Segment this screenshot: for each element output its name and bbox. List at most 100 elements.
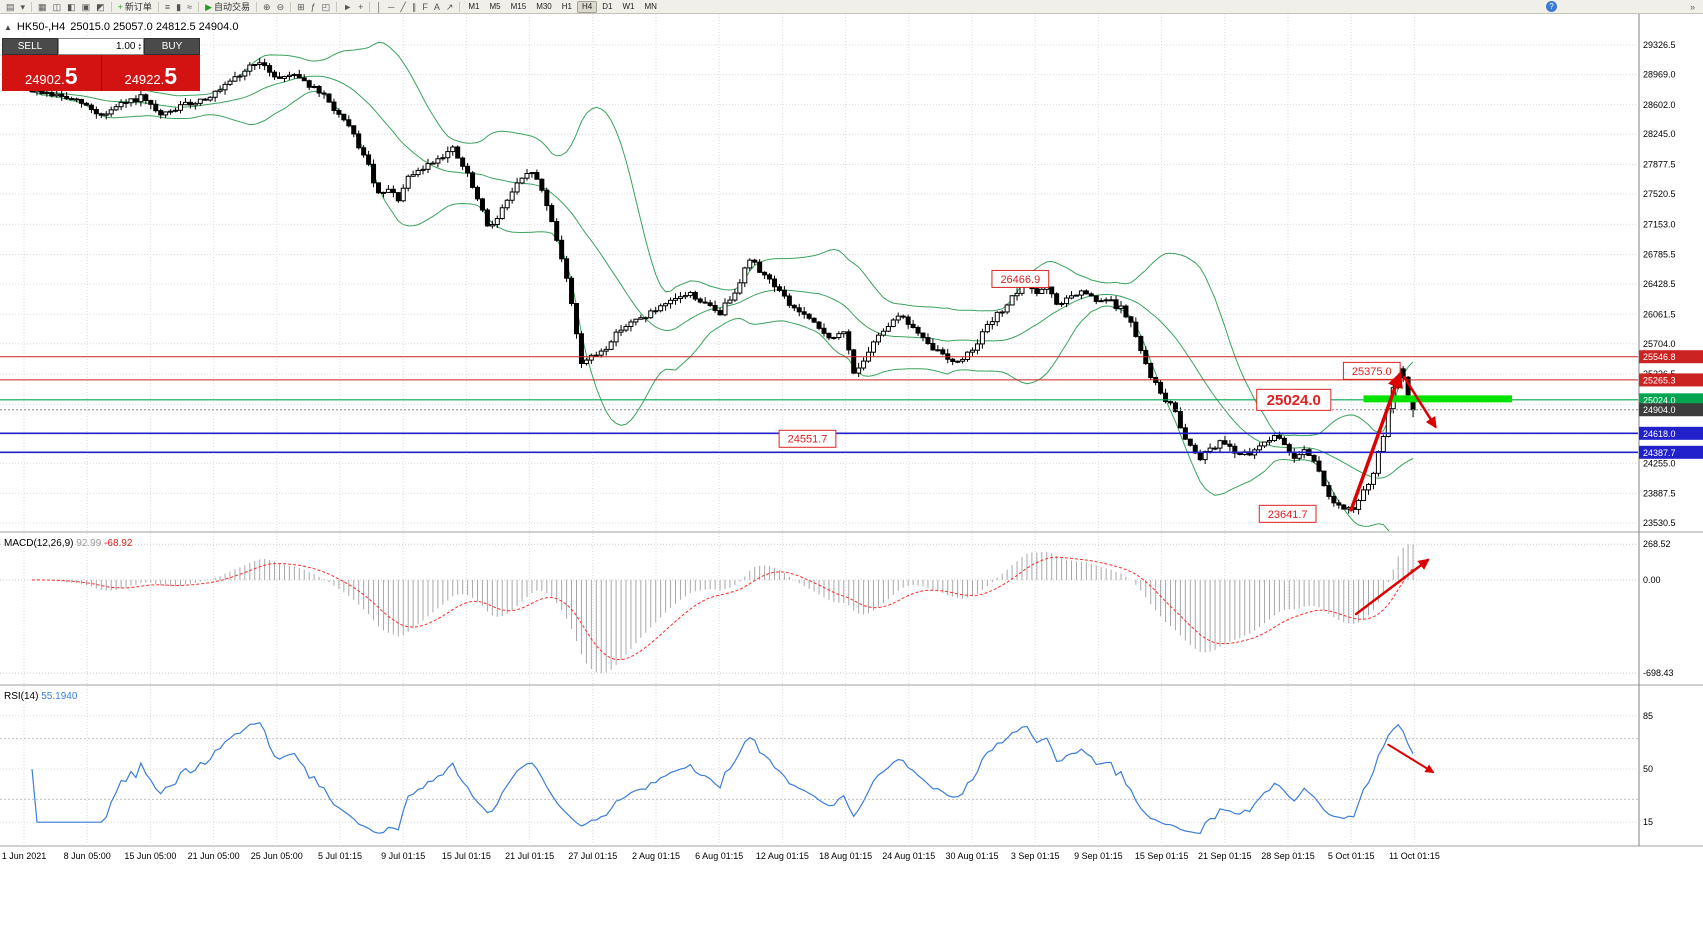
autotrading-button[interactable]: ▶ 自动交易 bbox=[202, 1, 253, 13]
trend-arrow[interactable] bbox=[1354, 558, 1430, 616]
candle-body bbox=[217, 89, 223, 92]
data-window-icon[interactable]: ◫ bbox=[50, 1, 65, 13]
trend-arrow[interactable] bbox=[1402, 375, 1437, 429]
candle-body bbox=[1202, 450, 1208, 461]
candle-body bbox=[1078, 290, 1084, 296]
candle-body bbox=[321, 92, 327, 95]
candle-body bbox=[168, 110, 174, 113]
price-tag[interactable]: 24387.7 bbox=[1639, 445, 1703, 459]
candle-body bbox=[415, 169, 421, 176]
timeframe-mn[interactable]: MN bbox=[644, 1, 657, 11]
time-label: 11 Oct 01:15 bbox=[1389, 851, 1440, 861]
fibonacci-icon[interactable]: F bbox=[419, 1, 431, 13]
price-scale[interactable] bbox=[1639, 14, 1703, 845]
timeframe-d1[interactable]: D1 bbox=[602, 1, 613, 11]
candle-body bbox=[588, 354, 594, 361]
crosshair-icon[interactable]: + bbox=[355, 1, 366, 13]
help-icon[interactable]: ? bbox=[1545, 1, 1557, 12]
price-tag[interactable]: 24618.0 bbox=[1639, 426, 1703, 440]
channel-icon[interactable]: ∥ bbox=[409, 1, 420, 13]
sell-price[interactable]: 24902. 5 bbox=[2, 55, 101, 91]
price-callout[interactable]: 24551.7 bbox=[778, 429, 837, 448]
horizontal-line-icon[interactable]: ─ bbox=[385, 1, 397, 13]
main-panel[interactable]: 26466.9 25375.0 25024.0 24551.7 23641.7 bbox=[0, 41, 1638, 555]
price-tick-label: 28969.0 bbox=[1643, 69, 1676, 79]
arrow-object-icon[interactable]: ↗ bbox=[443, 1, 457, 13]
spinner-down-icon[interactable]: ▾ bbox=[138, 45, 141, 52]
objects-list-icon[interactable]: ◰ bbox=[319, 1, 334, 13]
volume-spinner[interactable]: ▴ ▾ bbox=[138, 41, 141, 52]
toolbar-overflow-icon[interactable]: » bbox=[1689, 1, 1695, 12]
cursor-icon[interactable]: ► bbox=[340, 1, 355, 13]
timeframe-h1[interactable]: H1 bbox=[561, 1, 572, 11]
timeframe-m15[interactable]: M15 bbox=[510, 1, 527, 11]
time-axis[interactable]: 1 Jun 2021 8 Jun 05:00 15 Jun 05:00 21 Jun … bbox=[2, 851, 1440, 861]
candle-body bbox=[281, 76, 287, 79]
time-label: 30 Aug 01:15 bbox=[945, 851, 998, 861]
profiles-icon[interactable]: ▾ bbox=[18, 1, 29, 13]
price-callout[interactable]: 25375.0 bbox=[1342, 361, 1401, 380]
price-tag[interactable]: 25024.0 bbox=[1639, 393, 1703, 407]
market-watch-icon[interactable]: ▦ bbox=[35, 1, 50, 13]
price-callout[interactable]: 25024.0 bbox=[1256, 388, 1332, 411]
spinner-up-icon[interactable]: ▴ bbox=[138, 41, 141, 48]
strategy-tester-icon[interactable]: ◩ bbox=[93, 1, 108, 13]
buy-price-big-digit: 5 bbox=[164, 63, 178, 89]
timeframe-m1[interactable]: M1 bbox=[468, 1, 480, 11]
price-callout-text: 24551.7 bbox=[788, 434, 828, 446]
new-order-button[interactable]: + 新订单 bbox=[115, 1, 155, 13]
candle-chart-icon[interactable]: ▮ bbox=[173, 1, 184, 13]
price-tick-label: 26785.5 bbox=[1643, 250, 1676, 260]
candle-chart-icon: ▮ bbox=[176, 1, 182, 12]
navigator-icon[interactable]: ◧ bbox=[64, 1, 79, 13]
zoom-out-icon[interactable]: ⊖ bbox=[274, 1, 288, 13]
bar-chart-icon[interactable]: ≡ bbox=[162, 1, 173, 13]
macd-panel[interactable] bbox=[0, 543, 1638, 674]
candle-body bbox=[88, 104, 94, 111]
new-chart-icon[interactable]: ▤ bbox=[3, 1, 18, 13]
price-callout[interactable]: 26466.9 bbox=[991, 269, 1050, 288]
candle-body bbox=[1093, 295, 1099, 302]
rsi-panel[interactable] bbox=[0, 715, 1638, 835]
zoom-in-icon[interactable]: ⊕ bbox=[260, 1, 274, 13]
toolbar-separator bbox=[256, 1, 258, 12]
indicators-icon[interactable]: ƒ bbox=[308, 1, 319, 13]
terminal-icon[interactable]: ▣ bbox=[79, 1, 94, 13]
timeframe-w1[interactable]: W1 bbox=[622, 1, 635, 11]
timeframe-m5[interactable]: M5 bbox=[489, 1, 501, 11]
tile-windows-icon[interactable]: ⊞ bbox=[294, 1, 308, 13]
text-icon[interactable]: A bbox=[431, 1, 443, 13]
trend-arrow[interactable] bbox=[1349, 371, 1403, 512]
candle-body bbox=[395, 192, 401, 202]
macd-label: MACD(12,26,9) 92.99 -68.92 bbox=[4, 538, 133, 549]
candle-body bbox=[682, 295, 688, 298]
candle-body bbox=[504, 199, 510, 209]
price-tag[interactable]: 24904.0 bbox=[1639, 403, 1703, 417]
buy-price[interactable]: 24922. 5 bbox=[100, 55, 200, 91]
candle-body bbox=[1262, 441, 1268, 447]
timeframe-h4[interactable]: H4 bbox=[576, 0, 598, 13]
candle-body bbox=[935, 349, 941, 352]
volume-field[interactable]: 1.00 ▴ ▾ bbox=[58, 38, 144, 55]
price-callout-box bbox=[778, 429, 837, 448]
chart-plot-area[interactable] bbox=[0, 14, 1638, 845]
navigator-icon: ◧ bbox=[67, 1, 76, 12]
time-scale[interactable] bbox=[0, 847, 1638, 868]
candle-body bbox=[989, 321, 995, 325]
timeframe-m30[interactable]: M30 bbox=[536, 1, 552, 11]
trendline-icon[interactable]: ╱ bbox=[397, 1, 408, 13]
one-click-collapse-icon[interactable]: ▲ bbox=[4, 22, 12, 32]
candle-body bbox=[544, 189, 550, 207]
vertical-line-icon[interactable]: │ bbox=[373, 1, 385, 13]
sell-button[interactable]: SELL bbox=[2, 38, 58, 55]
candle-body bbox=[1069, 295, 1074, 299]
price-tag[interactable]: 25265.3 bbox=[1639, 373, 1703, 387]
buy-price-main: 24922. bbox=[124, 72, 165, 87]
trend-arrow[interactable] bbox=[1387, 743, 1435, 774]
price-tag[interactable]: 25546.8 bbox=[1639, 350, 1703, 364]
buy-button[interactable]: BUY bbox=[144, 38, 200, 55]
line-chart-icon[interactable]: ≈ bbox=[184, 1, 195, 13]
price-callout[interactable]: 23641.7 bbox=[1258, 504, 1317, 523]
candle-body bbox=[93, 109, 99, 115]
